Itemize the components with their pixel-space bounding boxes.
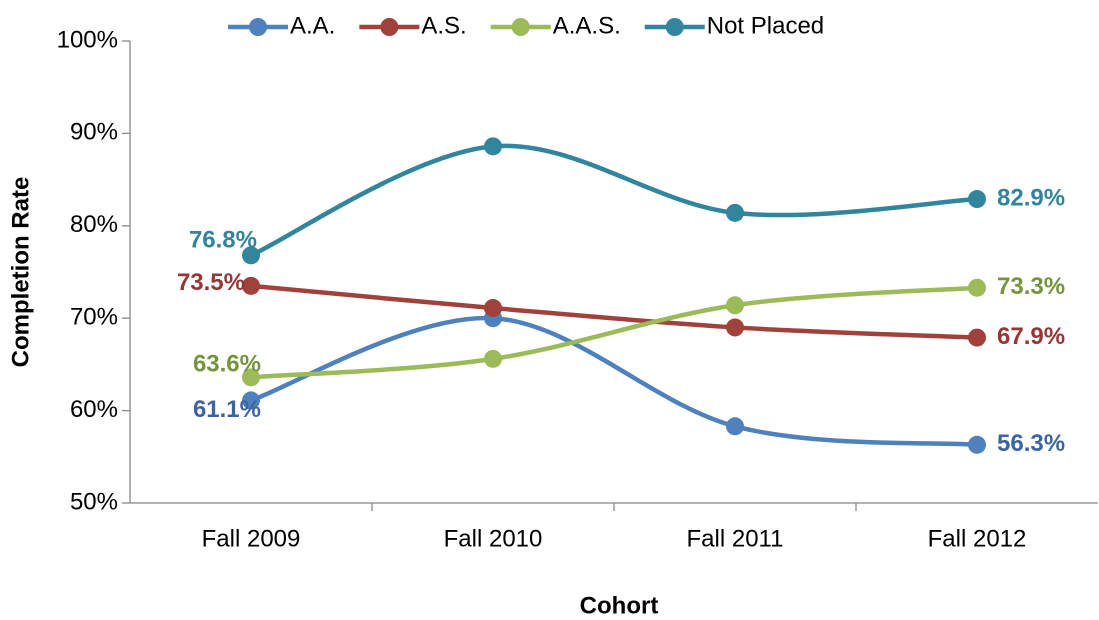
data-point [726, 296, 744, 315]
data-point [726, 417, 744, 436]
data-label: 63.6% [193, 351, 261, 378]
y-axis-title: Completion Rate [7, 177, 34, 368]
data-point [968, 435, 986, 454]
data-point [484, 349, 502, 368]
series-line [250, 315, 978, 448]
x-tick-label: Fall 2011 [687, 525, 784, 552]
data-point [242, 368, 260, 387]
x-tick-label: Fall 2009 [202, 525, 301, 552]
data-point [484, 137, 502, 156]
legend-label: A.A.S. [553, 12, 621, 39]
data-point [726, 318, 744, 337]
series-line [250, 283, 978, 340]
data-label: 61.1% [193, 396, 261, 423]
x-axis-title: Cohort [580, 592, 659, 619]
data-point [968, 278, 986, 297]
legend-marker [665, 18, 684, 36]
data-label: 82.9% [997, 184, 1065, 211]
data-label: 73.5% [177, 269, 245, 296]
data-label: 73.3% [997, 273, 1065, 300]
data-point [242, 246, 260, 265]
data-point [242, 276, 260, 295]
series-line [250, 285, 978, 380]
data-label: 76.8% [189, 227, 257, 254]
data-point [726, 203, 744, 222]
legend-label: A.A. [290, 12, 335, 39]
series-line [250, 143, 978, 258]
legend-marker [249, 18, 267, 36]
data-point [968, 328, 986, 347]
y-tick-label: 70% [70, 304, 118, 331]
legend-label: Not Placed [707, 12, 824, 39]
y-tick-label: 60% [70, 396, 118, 423]
legend-label: A.S. [421, 12, 466, 39]
x-tick-label: Fall 2012 [928, 525, 1027, 552]
data-point [484, 299, 502, 318]
legend-marker [511, 18, 530, 36]
data-point [242, 391, 260, 410]
data-label: 67.9% [997, 323, 1065, 350]
y-tick-label: 90% [70, 119, 118, 146]
y-tick-label: 50% [70, 488, 118, 515]
legend-marker [380, 18, 399, 36]
y-tick-label: 100% [57, 26, 118, 53]
y-tick-label: 80% [70, 211, 118, 238]
data-label: 56.3% [997, 430, 1065, 457]
x-tick-label: Fall 2010 [444, 525, 543, 552]
data-point [968, 190, 986, 209]
